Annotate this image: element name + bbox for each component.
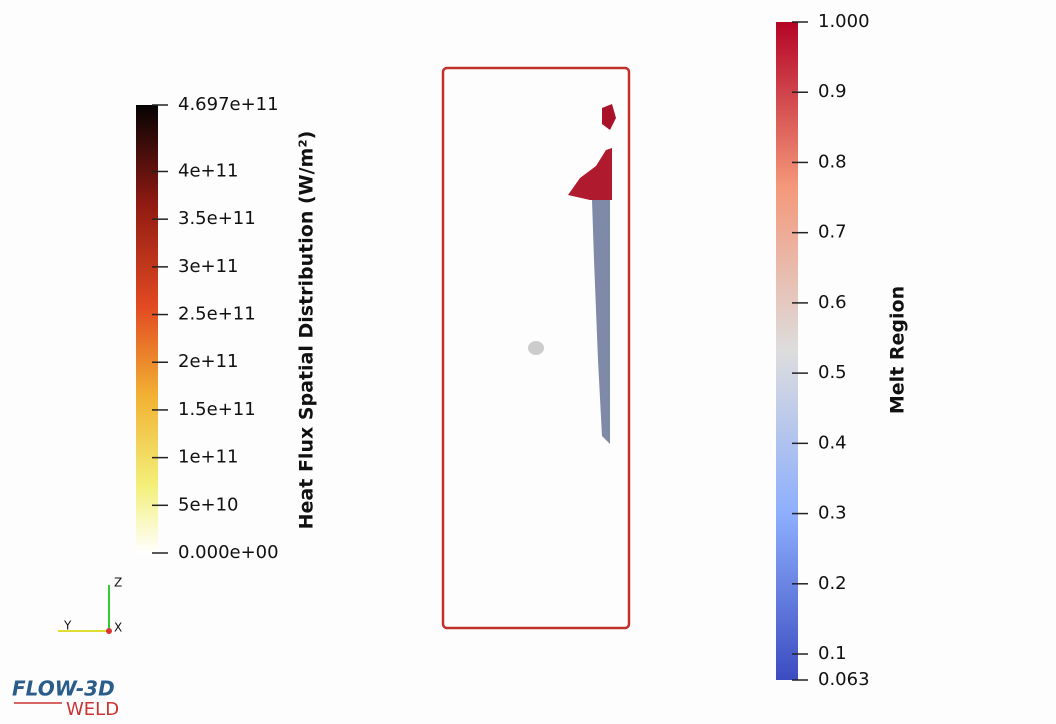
tick-label: 5e+10	[178, 494, 239, 515]
tick-label: 0.4	[818, 432, 847, 453]
tick-label: 0.8	[818, 151, 847, 172]
tick-label: 0.000e+00	[178, 542, 279, 563]
marker	[528, 341, 544, 355]
tick-label: 0.5	[818, 362, 847, 383]
logo-product: WELD	[66, 699, 119, 720]
tick-label: 4.697e+11	[178, 94, 279, 115]
tick-label: 0.6	[818, 292, 847, 313]
tick-label: 0.9	[818, 81, 847, 102]
melt-pool	[602, 104, 616, 130]
y-label: Y	[63, 619, 72, 633]
melt-pool	[568, 148, 612, 200]
tick-label: 1.000	[818, 11, 870, 32]
colorbar-title: Melt Region	[887, 286, 909, 414]
melt-colorbar	[776, 22, 798, 680]
tick-label: 4e+11	[178, 160, 239, 181]
melt-track	[592, 200, 610, 444]
tick-label: 2.5e+11	[178, 304, 256, 325]
tick-label: 3e+11	[178, 256, 239, 277]
tick-label: 0.2	[818, 573, 847, 594]
viewport: Z Y X FLOW-3D WELD Heat Flux Spatial Dis…	[0, 0, 1056, 724]
z-label: Z	[114, 576, 122, 590]
tick-label: 0.1	[818, 643, 847, 664]
tick-label: 1.5e+11	[178, 399, 256, 420]
logo-brand: FLOW-3D	[12, 677, 115, 701]
tick-label: 0.3	[818, 503, 847, 524]
x-axis	[106, 628, 112, 634]
tick-label: 3.5e+11	[178, 208, 256, 229]
x-label: X	[114, 621, 122, 635]
tick-label: 2e+11	[178, 351, 239, 372]
colorbar-title: Heat Flux Spatial Distribution (W/m²)	[296, 131, 318, 530]
tick-label: 1e+11	[178, 447, 239, 468]
tick-label: 0.063	[818, 669, 870, 690]
tick-label: 0.7	[818, 222, 847, 243]
